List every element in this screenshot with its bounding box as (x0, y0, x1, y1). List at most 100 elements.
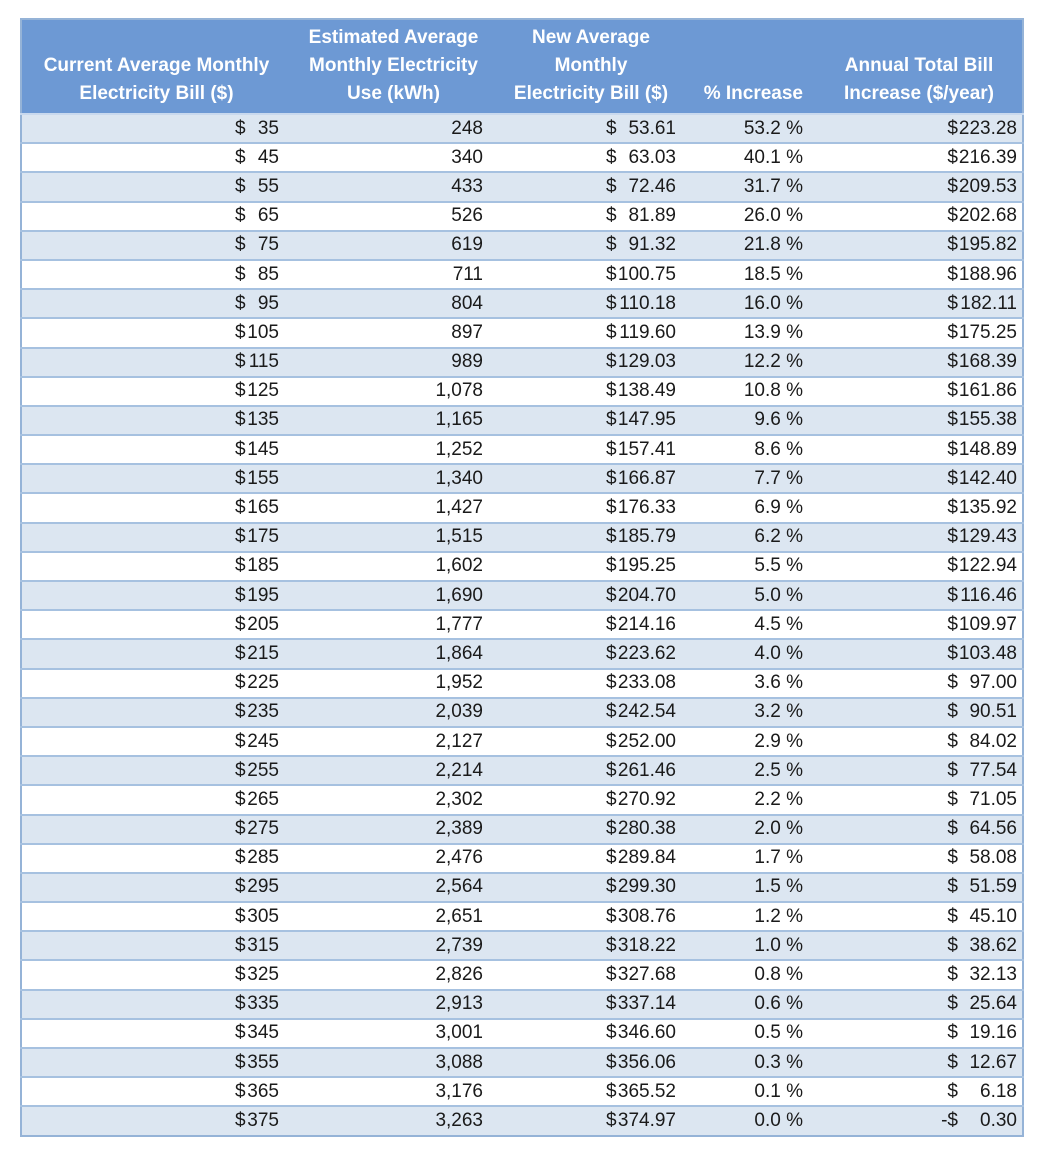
currency-value: 166.87 (617, 467, 676, 489)
table-row: $375 3,263 $374.97 0.0 % -$ 0.30 (21, 1105, 1023, 1136)
currency-sign: $ (606, 263, 617, 285)
currency-sign: $ (606, 1109, 617, 1131)
currency-value: 216.39 (958, 146, 1017, 168)
cell-new-bill: $214.16 (496, 609, 686, 640)
cell-percent-increase: 10.8 % (686, 375, 816, 406)
currency-sign: $ (235, 117, 246, 139)
table-row: $325 2,826 $327.68 0.8 % $32.13 (21, 959, 1023, 990)
currency-sign: $ (606, 117, 617, 139)
currency-value: 214.16 (617, 613, 676, 635)
currency-value: 280.38 (617, 818, 676, 840)
currency-value: 325 (247, 964, 279, 986)
table-row: $95 804 $110.18 16.0 % $182.11 (21, 288, 1023, 319)
currency-sign: $ (606, 905, 617, 927)
cell-annual-increase: $77.54 (816, 755, 1023, 786)
cell-new-bill: $337.14 (496, 988, 686, 1019)
currency-value: 255 (247, 759, 279, 781)
currency-value: 135.92 (958, 497, 1017, 519)
table-row: $205 1,777 $214.16 4.5 % $109.97 (21, 609, 1023, 640)
table-row: $35 248 $53.61 53.2 % $223.28 (21, 114, 1023, 144)
cell-current-bill: $255 (21, 755, 291, 786)
cell-annual-increase: $155.38 (816, 404, 1023, 436)
cell-new-bill: $327.68 (496, 959, 686, 990)
cell-percent-increase: 0.8 % (686, 959, 816, 990)
currency-value: 335 (247, 993, 279, 1015)
currency-sign: $ (606, 438, 617, 460)
currency-value: 204.70 (617, 584, 676, 606)
table-row: $255 2,214 $261.46 2.5 % $77.54 (21, 755, 1023, 786)
currency-value: 6.18 (980, 1080, 1017, 1102)
currency-sign: $ (235, 555, 246, 577)
currency-value: 103.48 (958, 642, 1017, 664)
cell-monthly-use: 3,263 (291, 1105, 496, 1136)
cell-annual-increase: $64.56 (816, 813, 1023, 844)
cell-current-bill: $265 (21, 784, 291, 815)
cell-current-bill: $365 (21, 1076, 291, 1107)
cell-current-bill: $245 (21, 725, 291, 757)
currency-sign: $ (947, 730, 958, 752)
currency-value: 25.64 (969, 993, 1017, 1015)
currency-sign: $ (947, 905, 958, 927)
cell-annual-increase: $142.40 (816, 463, 1023, 494)
currency-value: 261.46 (617, 759, 676, 781)
cell-new-bill: $252.00 (496, 725, 686, 757)
cell-new-bill: $176.33 (496, 492, 686, 523)
currency-sign: $ (947, 818, 958, 840)
currency-value: 116.46 (960, 584, 1017, 606)
cell-monthly-use: 2,913 (291, 988, 496, 1019)
cell-annual-increase: $58.08 (816, 842, 1023, 873)
cell-new-bill: $147.95 (496, 404, 686, 436)
cell-annual-increase: $32.13 (816, 959, 1023, 990)
currency-sign: $ (947, 964, 958, 986)
currency-value: 185.79 (617, 526, 676, 548)
table-row: $335 2,913 $337.14 0.6 % $25.64 (21, 988, 1023, 1019)
table-row: $45 340 $63.03 40.1 % $216.39 (21, 142, 1023, 173)
currency-value: 63.03 (628, 146, 676, 168)
cell-percent-increase: 21.8 % (686, 229, 816, 260)
cell-current-bill: $85 (21, 258, 291, 290)
cell-current-bill: $165 (21, 492, 291, 523)
currency-value: 38.62 (969, 934, 1017, 956)
cell-new-bill: $129.03 (496, 346, 686, 377)
cell-monthly-use: 2,389 (291, 813, 496, 844)
cell-percent-increase: 2.9 % (686, 725, 816, 757)
currency-value: 299.30 (617, 876, 676, 898)
cell-current-bill: $135 (21, 404, 291, 436)
table-row: $185 1,602 $195.25 5.5 % $122.94 (21, 550, 1023, 581)
currency-value: 55 (257, 175, 279, 197)
table-row: $135 1,165 $147.95 9.6 % $155.38 (21, 404, 1023, 436)
currency-sign: $ (606, 1051, 617, 1073)
cell-percent-increase: 5.0 % (686, 579, 816, 611)
cell-monthly-use: 526 (291, 200, 496, 231)
currency-sign: $ (947, 788, 958, 810)
currency-sign: $ (235, 905, 246, 927)
currency-value: 105 (247, 321, 279, 343)
cell-current-bill: $75 (21, 229, 291, 260)
currency-sign: $ (235, 263, 246, 285)
currency-sign: $ (606, 409, 617, 431)
currency-value: 215 (247, 642, 279, 664)
currency-sign: $ (606, 672, 617, 694)
cell-new-bill: $346.60 (496, 1017, 686, 1048)
currency-value: 185 (247, 555, 279, 577)
cell-monthly-use: 2,651 (291, 901, 496, 932)
cell-new-bill: $261.46 (496, 755, 686, 786)
currency-value: 155.38 (958, 409, 1017, 431)
currency-value: 0.30 (980, 1109, 1017, 1131)
cell-current-bill: $375 (21, 1105, 291, 1136)
currency-value: 45 (257, 146, 279, 168)
cell-percent-increase: 16.0 % (686, 288, 816, 319)
cell-annual-increase: $71.05 (816, 784, 1023, 815)
table-row: $245 2,127 $252.00 2.9 % $84.02 (21, 725, 1023, 757)
currency-value: 375 (247, 1109, 279, 1131)
currency-value: 308.76 (617, 905, 676, 927)
cell-current-bill: $175 (21, 521, 291, 552)
cell-current-bill: $45 (21, 142, 291, 173)
currency-value: 195.25 (617, 555, 676, 577)
currency-sign: $ (947, 117, 958, 139)
cell-monthly-use: 3,088 (291, 1046, 496, 1078)
currency-value: 355 (247, 1051, 279, 1073)
currency-sign: $ (235, 1022, 246, 1044)
cell-percent-increase: 1.5 % (686, 871, 816, 903)
